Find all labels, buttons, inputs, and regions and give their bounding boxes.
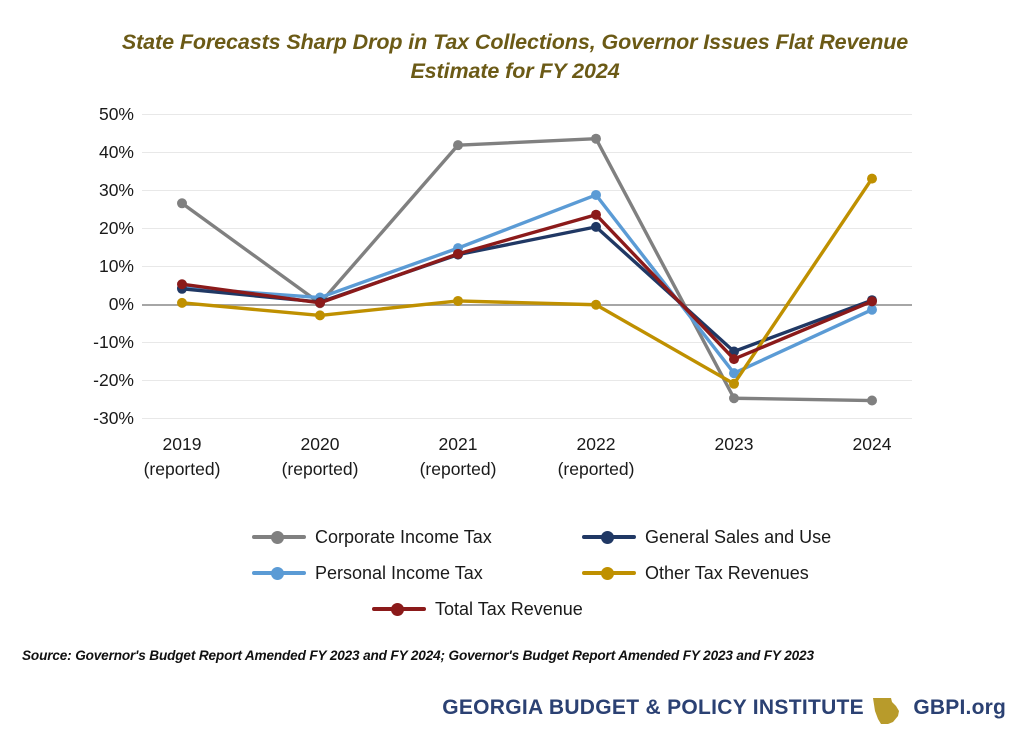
legend-item[interactable]: Other Tax Revenues [582,560,809,586]
x-axis-tick-label: 2019 (reported) [112,432,252,482]
gridline [142,190,912,191]
y-axis-tick-label: -30% [93,408,134,428]
x-axis-tick-label: 2020 (reported) [250,432,390,482]
data-point-marker [591,133,601,144]
georgia-state-shape-icon [873,698,899,724]
footer-website: GBPI.org [913,696,1006,719]
gridline [142,114,912,115]
data-point-marker [729,393,739,404]
y-axis-tick-label: 20% [98,218,134,238]
series-line [180,212,874,361]
data-point-marker [591,189,601,200]
x-axis-tick-qualifier: (reported) [419,459,497,479]
data-point-marker [729,368,739,379]
gridline [142,266,912,267]
legend-item[interactable]: General Sales and Use [582,524,831,550]
y-axis-tick-label: 30% [98,180,134,200]
series-line [180,193,874,375]
data-point-marker [315,310,325,321]
y-axis-tick-label: 10% [98,256,134,276]
legend-label: Personal Income Tax [315,562,483,583]
legend-item[interactable]: Personal Income Tax [252,560,483,586]
plot-area [142,114,912,419]
legend-label: General Sales and Use [645,526,832,547]
data-point-marker [867,304,877,315]
legend-swatch-icon [252,530,306,544]
gridline [142,380,912,381]
y-axis-tick-label: 0% [108,294,134,314]
legend-swatch-icon [372,602,426,616]
x-axis-tick-label: 2024 [802,432,942,457]
data-point-marker [867,395,877,406]
x-axis-tick-year: 2023 [714,434,754,454]
x-axis-tick-qualifier: (reported) [557,459,635,479]
x-axis-labels: 2019 (reported) 2020 (reported) 2021 (reporte… [142,432,912,492]
x-axis-tick-qualifier: (reported) [143,459,221,479]
data-point-marker [867,173,877,184]
x-axis-tick-year: 2024 [852,434,892,454]
x-axis-tick-year: 2022 [576,434,616,454]
x-axis-tick-year: 2021 [438,434,478,454]
x-axis-tick-year: 2020 [300,434,340,454]
x-axis-tick-year: 2019 [162,434,202,454]
legend-swatch-icon [582,530,636,544]
data-point-marker [177,279,187,290]
legend-swatch-icon [252,566,306,580]
series-line [180,137,874,403]
gridline [142,418,912,419]
y-axis-tick-label: 40% [98,142,134,162]
series-line [180,176,874,386]
zero-gridline [142,304,912,306]
data-point-marker [729,378,739,389]
series-lines [177,133,877,406]
legend-item[interactable]: Corporate Income Tax [252,524,492,550]
y-axis-tick-label: -10% [93,332,134,352]
data-point-marker [315,297,325,308]
footer: GEORGIA BUDGET & POLICY INSTITUTE GBPI.o… [0,694,1024,736]
x-axis-tick-label: 2021 (reported) [388,432,528,482]
y-axis-tick-label: 50% [98,104,134,124]
data-point-marker [729,354,739,365]
data-point-marker [177,297,187,308]
x-axis-tick-label: 2023 [664,432,804,457]
data-point-marker [591,299,601,310]
data-point-marker [453,140,463,151]
source-note: Source: Governor's Budget Report Amended… [22,648,814,663]
data-point-marker [177,198,187,209]
data-point-marker [453,248,463,259]
data-point-marker [453,295,463,306]
gridline [142,228,912,229]
x-axis-tick-label: 2022 (reported) [526,432,666,482]
data-point-marker [591,209,601,220]
chart-legend: Corporate Income Tax General Sales and Us… [252,524,831,622]
gridline [142,342,912,343]
legend-swatch-icon [582,566,636,580]
legend-item[interactable]: Total Tax Revenue [372,596,583,622]
page-title: State Forecasts Sharp Drop in Tax Collec… [121,30,909,83]
x-axis-tick-qualifier: (reported) [281,459,359,479]
data-point-marker [729,346,739,357]
gridline [142,152,912,153]
y-axis-labels: 50% 40% 30% 20% 10% 0% -10% -20% -30% [56,104,134,428]
footer-organization-name: GEORGIA BUDGET & POLICY INSTITUTE [442,696,864,719]
data-point-marker [867,296,877,307]
legend-label: Corporate Income Tax [315,526,492,547]
legend-label: Other Tax Revenues [645,562,809,583]
data-point-marker [591,221,601,232]
legend-label: Total Tax Revenue [435,598,583,619]
y-axis-tick-label: -20% [93,370,134,390]
